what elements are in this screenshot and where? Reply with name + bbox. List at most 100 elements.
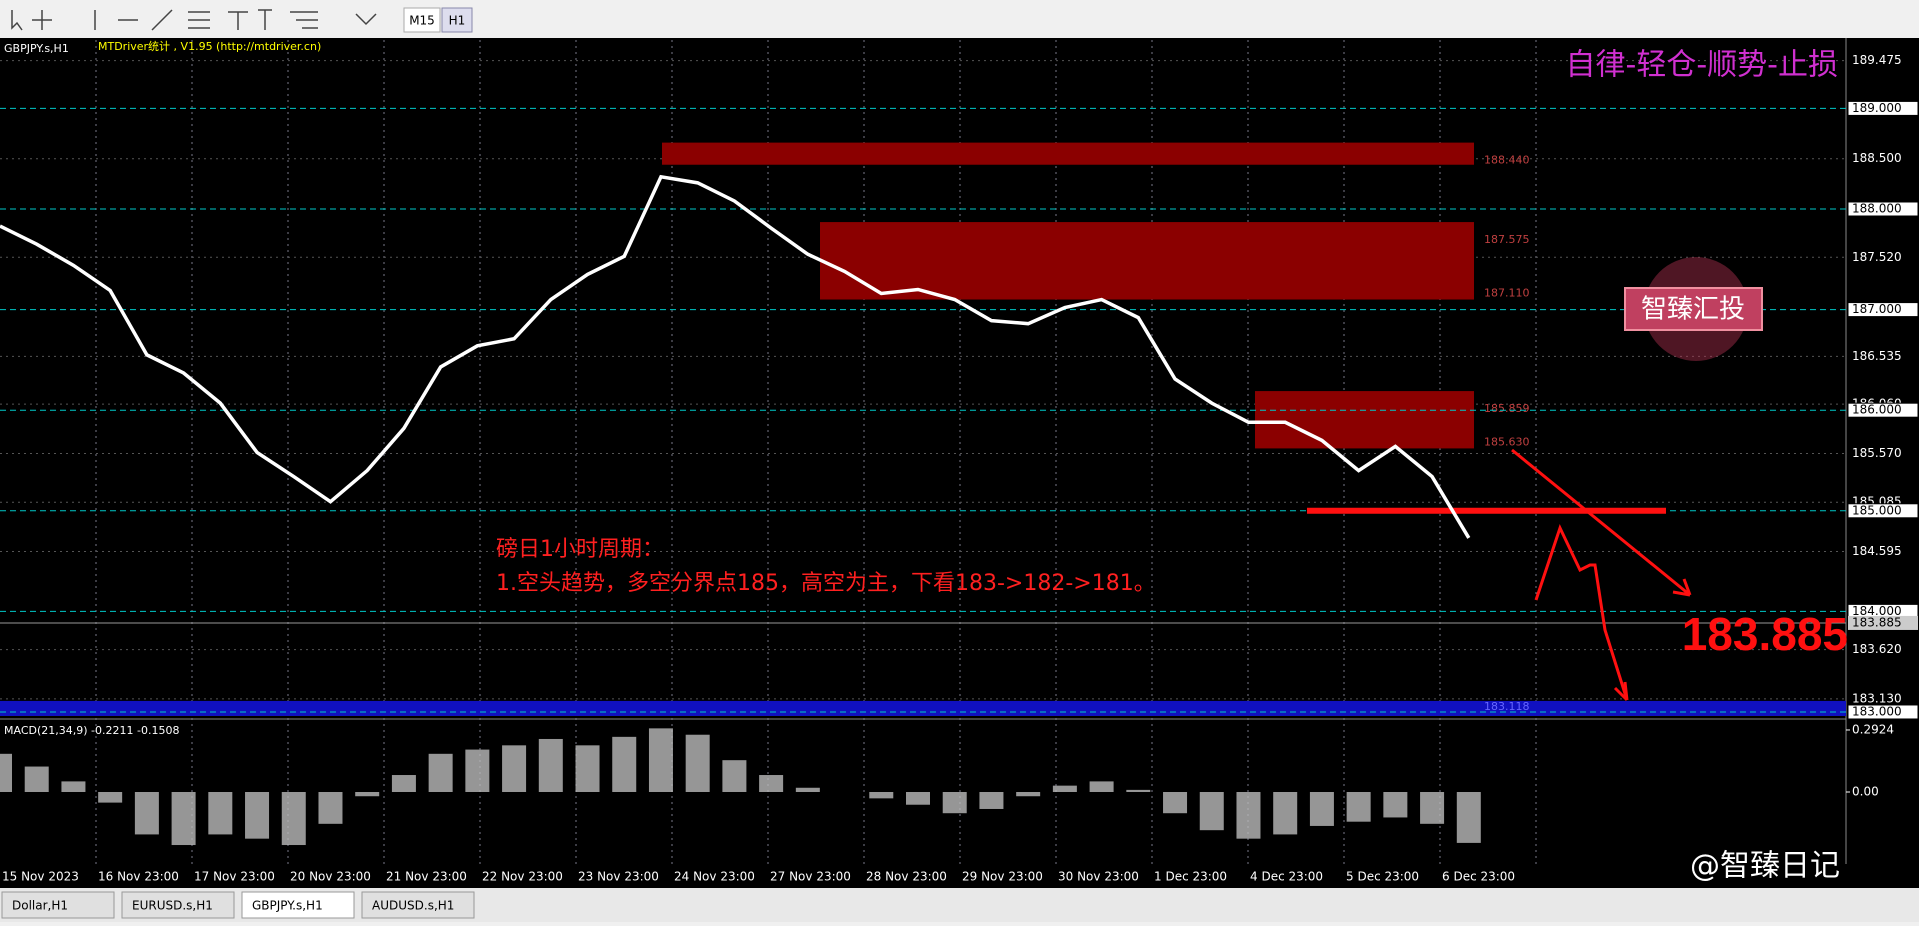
macd-bar xyxy=(1273,792,1298,835)
price-label: 186.535 xyxy=(1852,349,1902,363)
macd-bar xyxy=(685,734,710,792)
macd-bar xyxy=(1346,792,1371,822)
level-box xyxy=(1847,302,1919,318)
time-label: 5 Dec 23:00 xyxy=(1346,870,1419,884)
tab-label[interactable]: EURUSD.s,H1 xyxy=(132,899,213,913)
macd-bar xyxy=(1236,792,1261,839)
tab-label[interactable]: GBPJPY.s,H1 xyxy=(252,899,323,913)
level-box xyxy=(1847,100,1919,116)
watermark: @智臻日记 xyxy=(1690,849,1840,884)
tab[interactable] xyxy=(1,891,115,919)
zone xyxy=(1255,391,1474,449)
time-label: 21 Nov 23:00 xyxy=(386,870,467,884)
price-label: 183.130 xyxy=(1852,691,1902,705)
big-price: 183.885 xyxy=(1682,608,1848,660)
price-label: 189.475 xyxy=(1852,53,1902,67)
motto: 自律-轻仓-顺势-止损 xyxy=(1566,48,1838,83)
macd-bar xyxy=(1016,792,1041,797)
time-label: 6 Dec 23:00 xyxy=(1442,870,1515,884)
macd-bar xyxy=(648,728,673,792)
tab[interactable] xyxy=(361,891,475,919)
macd-bar xyxy=(612,736,637,792)
macd-bar xyxy=(759,775,784,792)
macd-tick-label: 0.00 xyxy=(1852,785,1879,799)
zone xyxy=(0,700,1846,716)
time-label: 22 Nov 23:00 xyxy=(482,870,563,884)
time-label: 23 Nov 23:00 xyxy=(578,870,659,884)
tf-button[interactable] xyxy=(403,7,441,33)
macd-bar xyxy=(1309,792,1334,826)
macd-bar xyxy=(318,792,343,824)
symbol: GBPJPY.s,H1 xyxy=(4,42,69,55)
macd-bar xyxy=(502,745,527,792)
tf-label[interactable]: H1 xyxy=(449,14,466,28)
time-label: 29 Nov 23:00 xyxy=(962,870,1043,884)
macd-bar xyxy=(245,792,270,839)
level-box xyxy=(1847,201,1919,217)
macd-bar xyxy=(24,766,49,792)
level-label: 188.000 xyxy=(1852,202,1902,216)
macd-bar xyxy=(722,760,747,792)
macd-bar xyxy=(1420,792,1445,824)
macd-tick-label: 0.2924 xyxy=(1852,722,1894,736)
time-label: 15 Nov 2023 xyxy=(2,870,79,884)
macd-bar xyxy=(942,792,967,814)
zone-label: 188.440 xyxy=(1484,154,1530,167)
level-label: 189.000 xyxy=(1852,101,1902,115)
tab[interactable] xyxy=(121,891,235,919)
tab-label[interactable]: AUDUSD.s,H1 xyxy=(372,899,454,913)
zone-label: 185.859 xyxy=(1484,402,1530,415)
tab[interactable] xyxy=(241,891,355,919)
annotation: 1.空头趋势，多空分界点185，高空为主，下看183->182->181。 xyxy=(496,571,1156,596)
tab-label[interactable]: Dollar,H1 xyxy=(12,899,68,913)
current-price-box xyxy=(1848,615,1918,630)
zone-label: 185.630 xyxy=(1484,435,1530,448)
macd-bar xyxy=(795,787,820,792)
time-label: 28 Nov 23:00 xyxy=(866,870,947,884)
plot: 188.440 187.575 187.110 185.859 185.630 183.1… xyxy=(0,40,1850,864)
macd-bar xyxy=(1456,792,1481,843)
toolbar xyxy=(0,0,1919,38)
macd-bar xyxy=(281,792,306,846)
price-label: 185.570 xyxy=(1852,446,1902,460)
level-label: 186.000 xyxy=(1852,403,1902,417)
time-label: 24 Nov 23:00 xyxy=(674,870,755,884)
time-label: 1 Dec 23:00 xyxy=(1154,870,1227,884)
macd-bar xyxy=(98,792,123,803)
time-label: 30 Nov 23:00 xyxy=(1058,870,1139,884)
zone-label: 187.575 xyxy=(1484,233,1530,246)
time-label: 4 Dec 23:00 xyxy=(1250,870,1323,884)
toolbar-icons xyxy=(11,9,377,31)
macd-bar xyxy=(1089,781,1114,792)
level-label: 184.000 xyxy=(1852,604,1902,618)
zone xyxy=(820,222,1474,300)
price-label: 187.520 xyxy=(1852,250,1902,264)
level-label: 185.000 xyxy=(1852,503,1902,517)
macd-bar xyxy=(1052,785,1077,792)
macd-bar xyxy=(0,753,12,792)
stamp-text: 智臻汇投 xyxy=(1641,295,1745,325)
time-label: 20 Nov 23:00 xyxy=(290,870,371,884)
current-price-label: 183.885 xyxy=(1852,615,1902,629)
macd-bar xyxy=(465,749,490,792)
zone-label: 187.110 xyxy=(1484,287,1530,300)
price-label: 188.500 xyxy=(1852,151,1902,165)
macd-bar xyxy=(1126,789,1151,792)
tf-button[interactable] xyxy=(441,7,473,33)
stamp: 智臻汇投 xyxy=(1624,257,1763,361)
zone xyxy=(662,142,1474,165)
time-label: 16 Nov 23:00 xyxy=(98,870,179,884)
level-box xyxy=(1847,402,1919,418)
price-label: 184.595 xyxy=(1852,544,1902,558)
level-box xyxy=(1847,503,1919,519)
level-label: 187.000 xyxy=(1852,302,1902,316)
tf-label[interactable]: M15 xyxy=(409,14,435,28)
macd-label: MACD(21,34,9) -0.2211 -0.1508 xyxy=(4,724,179,737)
macd-bar xyxy=(208,792,233,835)
forecast-arrows xyxy=(1511,448,1692,702)
time-label: 27 Nov 23:00 xyxy=(770,870,851,884)
zone-label: 183.118 xyxy=(1484,700,1530,713)
macd-bar xyxy=(906,792,930,805)
